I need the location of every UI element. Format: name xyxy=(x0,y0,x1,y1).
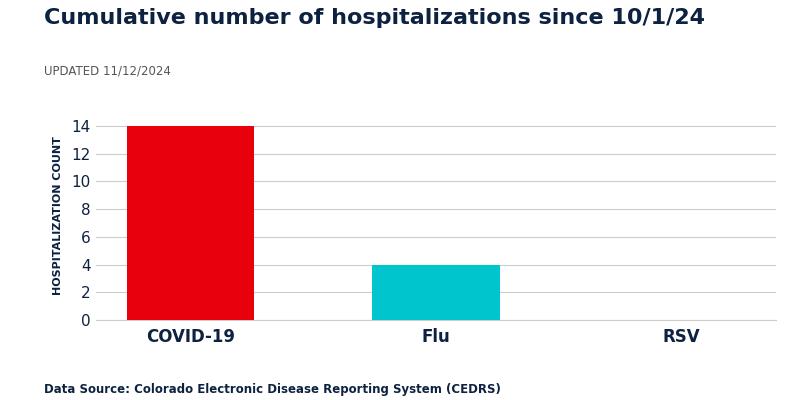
Text: Cumulative number of hospitalizations since 10/1/24: Cumulative number of hospitalizations si… xyxy=(44,8,705,28)
Bar xyxy=(372,264,500,320)
Text: Data Source: Colorado Electronic Disease Reporting System (CEDRS): Data Source: Colorado Electronic Disease… xyxy=(44,383,501,396)
Text: UPDATED 11/12/2024: UPDATED 11/12/2024 xyxy=(44,64,171,77)
Y-axis label: HOSPITALIZATION COUNT: HOSPITALIZATION COUNT xyxy=(53,136,63,296)
Bar xyxy=(127,126,254,320)
